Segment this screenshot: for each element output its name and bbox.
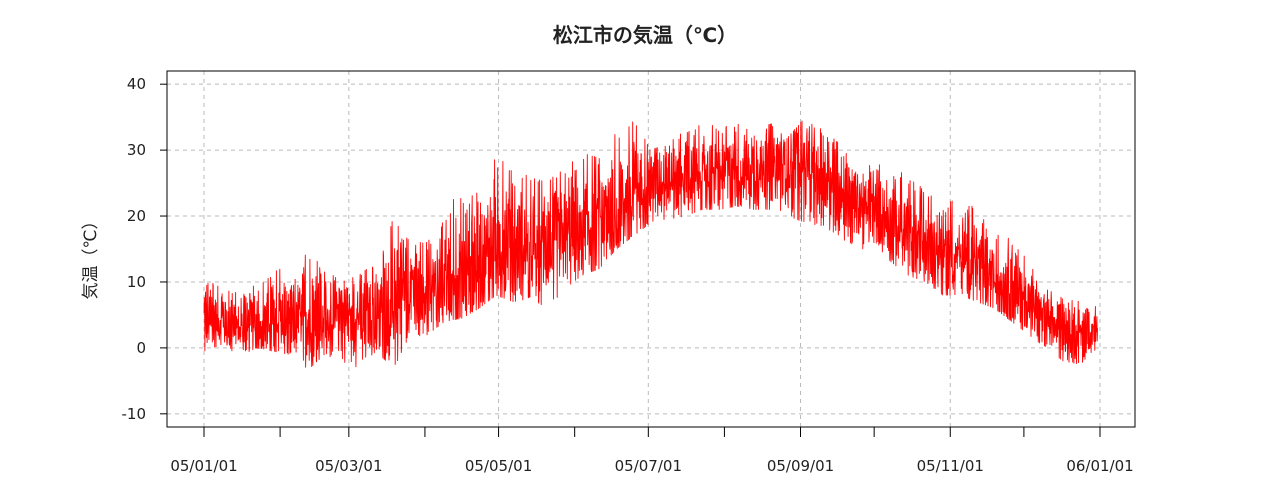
y-tick-label: -10 [122, 405, 147, 423]
x-tick-label: 05/07/01 [615, 457, 682, 475]
chart-title: 松江市の気温（℃） [553, 23, 737, 47]
y-tick-label: 40 [127, 75, 146, 93]
x-tick-label: 05/05/01 [465, 457, 532, 475]
grid-lines [167, 71, 1135, 427]
y-tick-label: 10 [127, 273, 146, 291]
y-tick-label: 20 [127, 207, 146, 225]
series-line [203, 120, 1098, 368]
x-axis: 05/01/01 05/03/01 05/05/01 05/07/01 05/09/01… [170, 427, 1134, 475]
plot-frame [166, 70, 1136, 428]
y-axis: -10 0 10 20 30 40 [122, 75, 167, 423]
x-tick-label: 05/03/01 [315, 457, 382, 475]
x-tick-label: 05/09/01 [767, 457, 834, 475]
x-tick-label: 06/01/01 [1066, 457, 1133, 475]
series-temperature [203, 120, 1098, 368]
y-tick-label: 0 [136, 339, 146, 357]
y-axis-label: 気温（℃） [81, 212, 101, 299]
x-tick-label: 05/11/01 [917, 457, 984, 475]
x-tick-label: 05/01/01 [170, 457, 237, 475]
y-tick-label: 30 [127, 141, 146, 159]
